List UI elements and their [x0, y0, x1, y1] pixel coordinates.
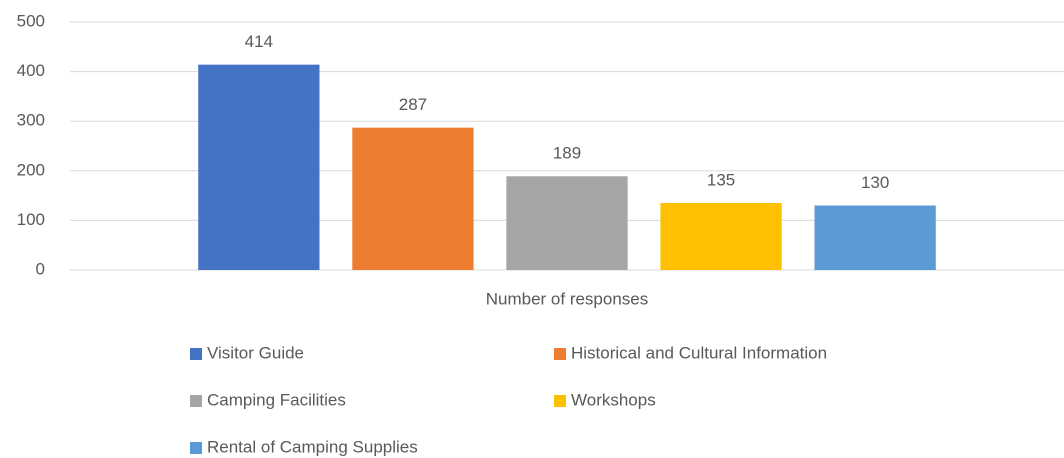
legend-label: Visitor Guide: [207, 343, 304, 362]
data-label: 189: [553, 144, 581, 163]
y-tick-label: 0: [36, 259, 45, 278]
legend-label: Workshops: [571, 390, 656, 409]
y-tick-label: 200: [17, 160, 45, 179]
bar: [506, 176, 628, 270]
legend-swatch: [554, 395, 566, 407]
legend-swatch: [190, 395, 202, 407]
data-label: 414: [245, 32, 273, 51]
data-label: 287: [399, 95, 427, 114]
y-tick-label: 400: [17, 61, 45, 80]
bar: [198, 64, 320, 270]
bar: [660, 203, 782, 270]
legend-swatch: [190, 442, 202, 454]
legend-label: Camping Facilities: [207, 390, 346, 409]
data-label: 130: [861, 173, 889, 192]
bar: [814, 205, 936, 270]
y-tick-label: 300: [17, 111, 45, 130]
legend-swatch: [554, 348, 566, 360]
legend-label: Rental of Camping Supplies: [207, 437, 418, 456]
x-tick-label: Number of responses: [486, 289, 649, 308]
data-label: 135: [707, 171, 735, 190]
y-tick-label: 100: [17, 210, 45, 229]
bar: [352, 127, 474, 270]
legend-swatch: [190, 348, 202, 360]
legend-label: Historical and Cultural Information: [571, 343, 827, 362]
y-tick-label: 500: [17, 11, 45, 30]
